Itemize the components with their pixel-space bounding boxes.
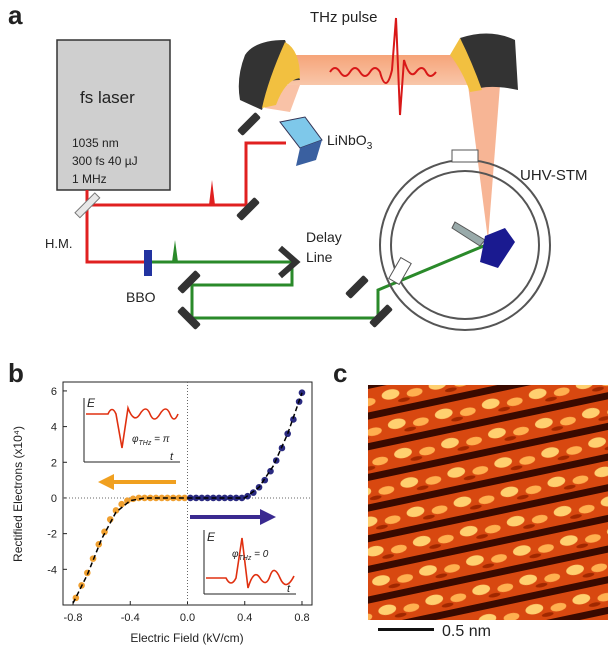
laser-title: fs laser: [80, 88, 135, 107]
crystal: [296, 140, 322, 166]
phase-text: = 0: [251, 549, 268, 560]
scale-bar: [378, 628, 434, 631]
inset-label: E: [87, 396, 96, 410]
panel-label: b: [8, 358, 24, 388]
x-tick-label: 0.0: [180, 612, 195, 624]
data-point: [181, 494, 188, 502]
x-tick-label: 0.8: [294, 612, 309, 624]
phase-symbol: φ: [132, 434, 139, 445]
data-point: [124, 497, 131, 504]
inset-waveform: [206, 537, 295, 589]
data-point: [129, 495, 137, 503]
laser-spec: 300 fs 40 µJ: [72, 154, 138, 168]
mirror: [237, 112, 261, 136]
panel-c: c 0.5 nm: [333, 358, 608, 640]
inset-label: t: [170, 451, 174, 463]
crystal-subscript: 3: [367, 141, 373, 152]
crystal-label: LiNbO3: [327, 132, 373, 152]
data-point: [221, 494, 229, 502]
panel-label: c: [333, 358, 347, 388]
x-axis-title: Electric Field (kV/cm): [130, 631, 243, 645]
panel-b: b Electric Field (kV/cm) Rectified Elect…: [8, 358, 298, 645]
crystal-text: LiNbO: [327, 132, 367, 148]
data-point: [135, 494, 143, 502]
arrow-head: [260, 509, 276, 525]
mirror: [236, 197, 260, 221]
pulse: [172, 240, 178, 262]
mirror-surface: [450, 38, 482, 92]
data-point: [158, 494, 166, 502]
data-point: [141, 494, 148, 502]
chamber: [390, 170, 540, 320]
mirror-surface: [262, 42, 300, 108]
pump-beam: [85, 141, 286, 264]
phase-subscript: THz: [139, 440, 152, 447]
y-tick-label: 6: [51, 386, 57, 398]
delay-mirror: [278, 245, 301, 279]
mirror: [369, 304, 393, 328]
laser-spec: 1 MHz: [72, 172, 107, 186]
y-axis-title: Rectified Electrons (x10⁴): [11, 426, 25, 562]
y-tick-label: -2: [47, 529, 57, 541]
y-tick-label: 4: [51, 422, 57, 434]
thz-waveform: [329, 17, 437, 116]
delay-label: Delay: [306, 229, 342, 245]
panel-a: a fs laser 1035 nm 300 fs 40 µJ 1 MHz TH…: [8, 0, 588, 331]
bbo-label: BBO: [126, 289, 156, 305]
stm-label: UHV-STM: [520, 167, 588, 184]
x-tick-label: -0.8: [64, 612, 83, 624]
phase-text: = π: [151, 434, 169, 445]
mirror: [177, 306, 201, 330]
half-mirror-label: H.M.: [45, 236, 72, 251]
laser-box: [56, 39, 171, 191]
x-tick-label: -0.4: [121, 612, 140, 624]
delay-label: Line: [306, 249, 333, 265]
data-point: [238, 494, 246, 502]
thz-beam: [288, 55, 485, 85]
inset-waveform: [86, 404, 179, 449]
phase-symbol: φ: [232, 549, 239, 560]
bbo-crystal: [144, 250, 152, 276]
data-point: [118, 500, 125, 508]
inset-phase: φTHz = 0: [232, 549, 269, 562]
parabolic-mirror: [460, 33, 518, 90]
stm-image: [368, 385, 608, 620]
stm-tip: [451, 221, 486, 247]
fit-line: [187, 392, 303, 499]
laser-spec: 1035 nm: [72, 136, 119, 150]
inset-axis: [83, 398, 180, 463]
data-point: [198, 494, 206, 502]
chamber: [379, 159, 551, 331]
thz-label: THz pulse: [310, 9, 378, 26]
mirror: [345, 275, 369, 299]
data-point: [112, 507, 120, 514]
plot: -0.8 -0.4 0.0 0.4 0.8 -4 -2 0 2 4 6: [47, 381, 313, 624]
arrow-head: [98, 474, 114, 490]
y-tick-label: 2: [51, 457, 57, 469]
panel-label: a: [8, 0, 23, 30]
inset-phase: φTHz = π: [132, 434, 170, 447]
x-tick-label: 0.4: [237, 612, 252, 624]
flange: [451, 149, 479, 163]
fit-line: [72, 497, 188, 604]
data-point: [250, 489, 257, 496]
half-mirror: [74, 192, 101, 219]
window: [388, 256, 412, 286]
pulse: [209, 180, 215, 205]
inset-label: E: [207, 530, 216, 544]
phase-subscript: THz: [239, 555, 252, 562]
data-point: [290, 416, 297, 423]
inset-axis: [203, 530, 296, 595]
inset-label: t: [287, 583, 291, 595]
sample: [480, 228, 515, 268]
mirror: [177, 270, 201, 294]
data-point: [215, 494, 223, 502]
data-point: [72, 594, 80, 602]
scale-label: 0.5 nm: [442, 623, 491, 640]
y-tick-label: -4: [47, 564, 57, 576]
inset: [80, 393, 182, 465]
y-tick-label: 0: [51, 493, 57, 505]
